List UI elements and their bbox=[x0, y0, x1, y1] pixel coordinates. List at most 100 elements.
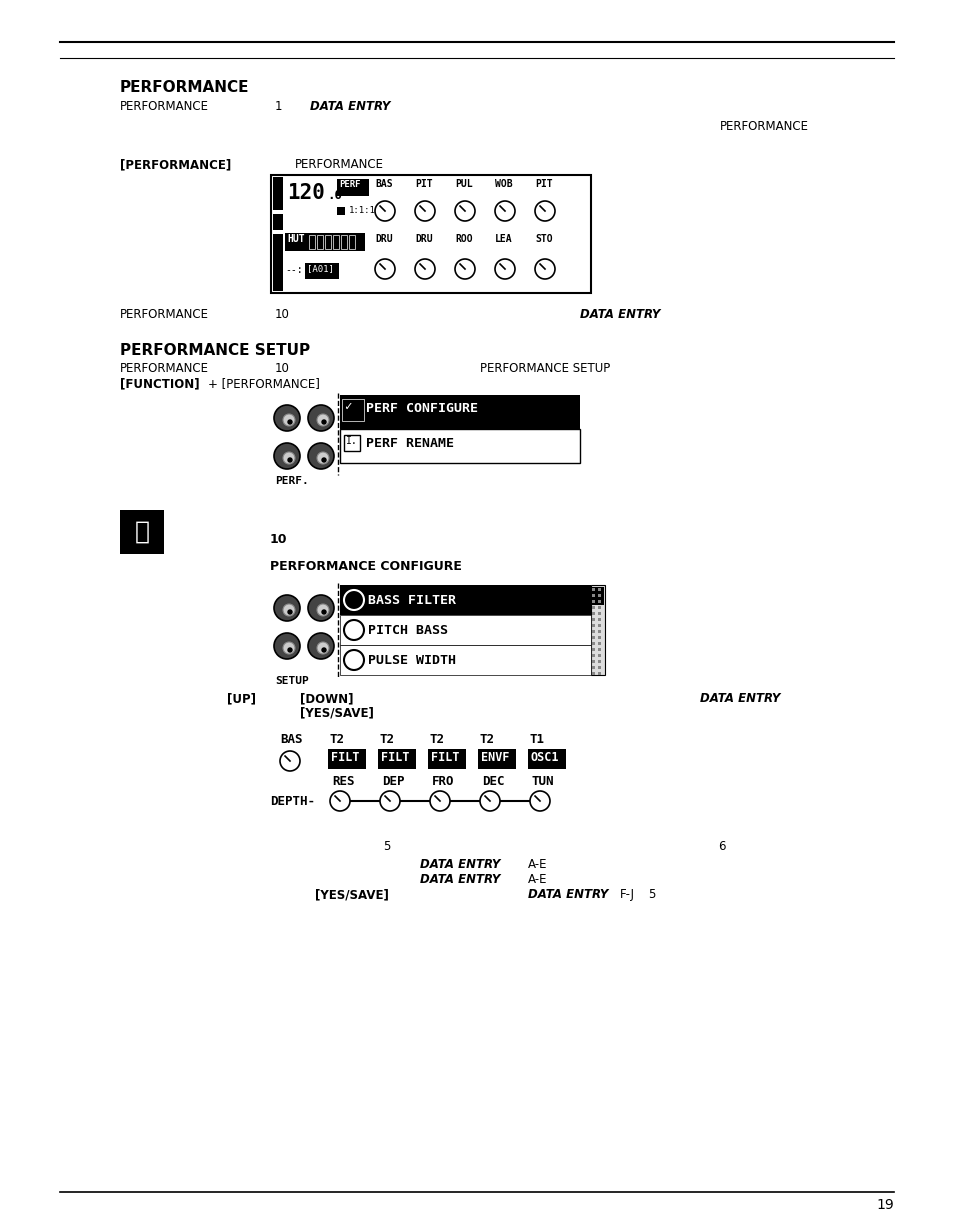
Bar bbox=[336, 207, 345, 215]
Circle shape bbox=[455, 259, 475, 279]
Text: 1:1:1: 1:1:1 bbox=[349, 206, 375, 215]
Text: PIT: PIT bbox=[535, 179, 552, 189]
Circle shape bbox=[479, 791, 499, 811]
Text: T2: T2 bbox=[430, 733, 444, 746]
Text: SETUP: SETUP bbox=[274, 676, 309, 686]
Bar bbox=[273, 229, 283, 234]
Circle shape bbox=[430, 791, 450, 811]
Text: FILT: FILT bbox=[331, 751, 359, 764]
Bar bbox=[598, 606, 600, 609]
Circle shape bbox=[316, 452, 329, 464]
Bar bbox=[592, 654, 595, 656]
Text: ✓: ✓ bbox=[344, 400, 351, 413]
Text: WOB: WOB bbox=[495, 179, 512, 189]
Bar bbox=[316, 236, 323, 249]
Circle shape bbox=[274, 633, 299, 659]
Text: PUL: PUL bbox=[455, 179, 472, 189]
Bar bbox=[527, 748, 565, 769]
Text: [PERFORMANCE]: [PERFORMANCE] bbox=[120, 158, 231, 171]
Text: FILT: FILT bbox=[380, 751, 409, 764]
Text: 120: 120 bbox=[287, 183, 325, 202]
Bar bbox=[305, 263, 338, 279]
Text: PERFORMANCE: PERFORMANCE bbox=[294, 158, 384, 171]
Text: 1: 1 bbox=[274, 99, 282, 113]
Bar bbox=[592, 625, 595, 627]
Text: 6: 6 bbox=[718, 840, 724, 853]
Text: ✋: ✋ bbox=[134, 520, 150, 544]
Circle shape bbox=[283, 604, 294, 616]
Bar bbox=[339, 645, 590, 675]
Circle shape bbox=[283, 413, 294, 426]
Circle shape bbox=[288, 648, 292, 652]
Text: DRU: DRU bbox=[375, 234, 393, 244]
Circle shape bbox=[530, 791, 550, 811]
Bar bbox=[598, 642, 600, 645]
Bar bbox=[428, 748, 465, 769]
Circle shape bbox=[330, 791, 350, 811]
Text: [YES/SAVE]: [YES/SAVE] bbox=[299, 706, 374, 719]
Text: DATA ENTRY: DATA ENTRY bbox=[310, 99, 390, 113]
Bar bbox=[598, 612, 600, 615]
Text: PITCH BASS: PITCH BASS bbox=[368, 625, 448, 637]
Text: A-E: A-E bbox=[527, 872, 547, 886]
Text: FILT: FILT bbox=[431, 751, 459, 764]
Circle shape bbox=[316, 413, 329, 426]
Text: ROO: ROO bbox=[455, 234, 472, 244]
Text: DATA ENTRY: DATA ENTRY bbox=[419, 858, 500, 871]
Bar bbox=[339, 395, 579, 429]
Circle shape bbox=[322, 420, 326, 425]
Circle shape bbox=[415, 201, 435, 221]
Bar bbox=[592, 642, 595, 645]
Text: PERF: PERF bbox=[338, 180, 360, 189]
Text: + [PERFORMANCE]: + [PERFORMANCE] bbox=[208, 377, 319, 390]
Circle shape bbox=[288, 420, 292, 425]
Text: 5: 5 bbox=[382, 840, 390, 853]
Bar bbox=[592, 666, 595, 669]
Bar bbox=[349, 236, 355, 249]
Text: PERFORMANCE: PERFORMANCE bbox=[120, 80, 250, 94]
Text: PIT: PIT bbox=[415, 179, 432, 189]
Circle shape bbox=[322, 610, 326, 614]
Circle shape bbox=[288, 610, 292, 614]
Text: T2: T2 bbox=[379, 733, 395, 746]
Text: PULSE WIDTH: PULSE WIDTH bbox=[368, 654, 456, 667]
Text: BASS FILTER: BASS FILTER bbox=[368, 594, 456, 607]
Bar bbox=[273, 177, 283, 291]
Circle shape bbox=[288, 458, 292, 463]
Text: DEP: DEP bbox=[381, 775, 404, 788]
Text: DATA ENTRY: DATA ENTRY bbox=[700, 692, 780, 706]
Bar bbox=[592, 587, 603, 605]
Bar bbox=[598, 588, 600, 591]
Bar bbox=[344, 436, 359, 452]
Circle shape bbox=[344, 590, 364, 610]
Text: A-E: A-E bbox=[527, 858, 547, 871]
Text: STO: STO bbox=[535, 234, 552, 244]
Text: PERFORMANCE CONFIGURE: PERFORMANCE CONFIGURE bbox=[270, 560, 461, 573]
Text: DRU: DRU bbox=[415, 234, 432, 244]
Bar bbox=[598, 648, 600, 652]
Circle shape bbox=[283, 642, 294, 654]
Text: PERFORMANCE SETUP: PERFORMANCE SETUP bbox=[479, 362, 610, 375]
Bar bbox=[592, 618, 595, 621]
Circle shape bbox=[495, 201, 515, 221]
Text: DEC: DEC bbox=[481, 775, 504, 788]
Text: A: A bbox=[350, 594, 356, 604]
Bar bbox=[592, 648, 595, 652]
Bar bbox=[598, 672, 600, 675]
Text: RES: RES bbox=[332, 775, 355, 788]
Circle shape bbox=[375, 201, 395, 221]
Circle shape bbox=[308, 405, 334, 431]
Text: B: B bbox=[350, 625, 356, 634]
Bar bbox=[339, 615, 590, 645]
Text: PERF RENAME: PERF RENAME bbox=[366, 437, 454, 450]
Text: PERFORMANCE: PERFORMANCE bbox=[720, 120, 808, 133]
Bar bbox=[341, 399, 364, 421]
Bar bbox=[273, 210, 283, 213]
Bar bbox=[598, 625, 600, 627]
Text: DEPTH-: DEPTH- bbox=[270, 795, 314, 809]
Text: [YES/SAVE]: [YES/SAVE] bbox=[314, 888, 389, 901]
Text: HUT: HUT bbox=[287, 234, 304, 244]
Bar bbox=[598, 618, 600, 621]
Bar bbox=[309, 236, 314, 249]
Text: PERFORMANCE: PERFORMANCE bbox=[120, 362, 209, 375]
